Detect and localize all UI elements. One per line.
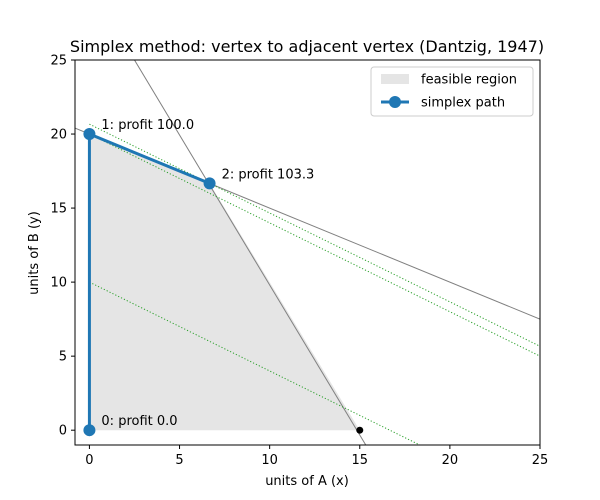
simplex-vertex-2	[203, 177, 216, 190]
x-tick-label: 5	[175, 453, 183, 468]
legend-swatch-marker	[389, 96, 401, 108]
x-tick-label: 15	[351, 453, 368, 468]
x-tick-label: 20	[442, 453, 459, 468]
y-axis-label: units of B (y)	[27, 211, 42, 295]
y-tick-label: 25	[50, 54, 67, 69]
vertex-label-1: 1: profit 100.0	[101, 118, 194, 133]
x-axis-label: units of A (x)	[265, 474, 349, 489]
y-tick-label: 20	[50, 128, 67, 143]
simplex-vertex-0	[83, 424, 96, 437]
chart-title: Simplex method: vertex to adjacent verte…	[70, 37, 544, 56]
legend-label-2: simplex path	[421, 96, 505, 111]
y-tick-label: 15	[50, 202, 67, 217]
vertex-label-2: 2: profit 103.3	[222, 167, 315, 182]
legend: feasible region simplex path	[370, 66, 534, 117]
plot-frame	[74, 59, 541, 446]
legend-label-1: feasible region	[421, 73, 517, 88]
legend-box	[370, 66, 534, 117]
iso-profit-line-2	[89, 123, 540, 347]
x-tick-label: 0	[85, 453, 93, 468]
extra-point-1	[356, 426, 364, 434]
constraint-line-1	[134, 60, 367, 445]
x-tick-label: 10	[261, 453, 278, 468]
x-tick-label: 25	[532, 453, 549, 468]
y-tick-label: 0	[59, 424, 67, 439]
y-tick-label: 5	[59, 350, 67, 365]
iso-profit-line-1	[89, 281, 421, 445]
y-tick-label: 10	[50, 276, 67, 291]
feasible-region	[89, 134, 360, 431]
legend-swatch-region	[381, 74, 409, 84]
simplex-vertex-1	[83, 128, 96, 141]
plot-area	[75, 60, 540, 445]
vertex-label-0: 0: profit 0.0	[101, 414, 177, 429]
iso-profit-line-3	[89, 133, 540, 357]
